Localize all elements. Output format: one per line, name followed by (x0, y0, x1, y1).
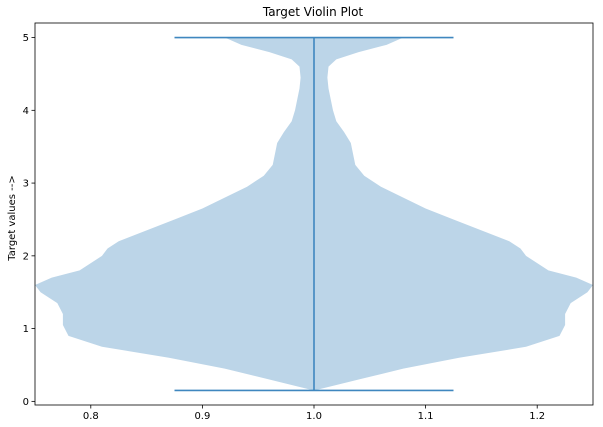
y-tick-label: 2 (23, 251, 29, 262)
x-tick-label: 0.9 (194, 411, 210, 422)
y-tick-label: 0 (23, 397, 29, 408)
x-tick-label: 1.0 (306, 411, 322, 422)
x-tick-label: 1.1 (418, 411, 434, 422)
y-axis-label: Target values --> (7, 175, 18, 261)
chart-title: Target Violin Plot (262, 5, 364, 19)
y-tick-label: 3 (23, 179, 29, 190)
x-tick-label: 0.8 (83, 411, 99, 422)
plot-area: 0 1 2 3 4 5 0.8 0.9 1.0 1.1 1.2 (23, 22, 594, 422)
x-tick-label: 1.2 (529, 411, 545, 422)
y-tick-label: 1 (23, 324, 29, 335)
y-tick-label: 5 (23, 33, 29, 44)
y-tick-label: 4 (23, 106, 29, 117)
